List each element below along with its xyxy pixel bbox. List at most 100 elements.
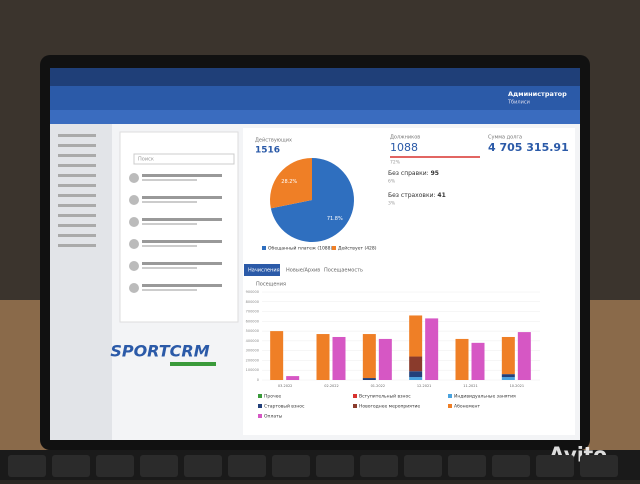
menu-item[interactable] — [58, 134, 96, 137]
bar-segment — [409, 377, 423, 380]
stat-line: Без справки: 95 — [388, 170, 439, 177]
tab[interactable]: Новые/Архив — [286, 268, 320, 274]
x-tick-label: 11.2021 — [463, 384, 477, 388]
tab[interactable]: Посещаемость — [324, 268, 363, 274]
key — [580, 455, 618, 477]
stat-label: Без страховки: — [388, 192, 436, 199]
bar-segment — [316, 334, 330, 380]
legend-label: Обещанный платеж (1088) — [268, 245, 333, 252]
client-row[interactable] — [142, 196, 222, 199]
y-tick-label: 100000 — [246, 368, 259, 372]
legend-swatch — [353, 404, 357, 408]
search-box[interactable] — [133, 153, 235, 165]
y-tick-label: 800000 — [246, 300, 259, 304]
client-row[interactable] — [142, 174, 222, 177]
menu-item[interactable] — [58, 164, 96, 167]
bar — [378, 338, 392, 380]
client-row[interactable] — [142, 284, 222, 287]
client-row[interactable] — [142, 218, 222, 221]
key — [52, 455, 90, 477]
bar-segment — [409, 356, 423, 372]
menu-item[interactable] — [58, 144, 96, 147]
bar-segment — [409, 371, 423, 378]
legend-label: Новогоднее мероприятие — [359, 404, 420, 410]
avatar — [129, 239, 139, 249]
key — [228, 455, 266, 477]
user-name[interactable]: Администратор — [508, 90, 567, 98]
avatar — [129, 173, 139, 183]
stat-value: 1516 — [255, 146, 280, 156]
bar — [286, 376, 300, 380]
menu-item[interactable] — [58, 184, 96, 187]
bar — [332, 336, 346, 380]
client-row-sub — [142, 223, 197, 225]
stat-value: 95 — [431, 170, 439, 177]
legend-swatch — [262, 246, 266, 250]
client-row-sub — [142, 267, 197, 269]
menu-item[interactable] — [58, 234, 96, 237]
key — [316, 455, 354, 477]
bar-segment — [501, 336, 515, 375]
client-row-sub — [142, 289, 197, 291]
tab[interactable]: Начисления — [248, 268, 280, 274]
chart-subtitle: Посещения — [256, 282, 286, 288]
key — [8, 455, 46, 477]
stat-value: 4 705 315.91 — [488, 141, 569, 154]
tab-active — [244, 264, 280, 276]
logo: SPORTCRM — [110, 342, 209, 361]
sidebar — [50, 124, 112, 440]
y-tick-label: 600000 — [246, 319, 259, 323]
bar-segment — [501, 374, 515, 378]
key — [184, 455, 222, 477]
bar-segment — [270, 331, 284, 380]
menu-item[interactable] — [58, 154, 96, 157]
menu-item[interactable] — [58, 194, 96, 197]
menu-item[interactable] — [58, 244, 96, 247]
stat-share: 72% — [390, 160, 401, 166]
app-header — [50, 86, 580, 110]
logo-underline — [170, 362, 216, 366]
bar-segment — [455, 338, 469, 380]
bar-segment — [362, 334, 376, 379]
pie-label: 71.8% — [327, 216, 343, 222]
menu-item[interactable] — [58, 204, 96, 207]
x-tick-label: 02.2022 — [324, 384, 338, 388]
legend-swatch — [258, 414, 262, 418]
stat-label: Без справки: — [388, 170, 429, 177]
y-tick-label: 900000 — [246, 290, 259, 294]
legend-label: Прочее — [264, 394, 281, 400]
menu-item[interactable] — [58, 224, 96, 227]
browser-bar — [50, 68, 580, 86]
menu-item[interactable] — [58, 214, 96, 217]
stat-share: 3% — [388, 201, 396, 207]
legend-swatch — [448, 394, 452, 398]
y-tick-label: 500000 — [246, 329, 259, 333]
stat-line: Без страховки: 41 — [388, 192, 446, 199]
y-tick-label: 0 — [257, 378, 259, 382]
client-row-sub — [142, 245, 197, 247]
key — [360, 455, 398, 477]
avatar — [129, 283, 139, 293]
bar — [471, 342, 485, 380]
search-placeholder: Поиск — [138, 157, 154, 163]
legend-label: Индивидуальные занятия — [454, 394, 516, 400]
x-tick-label: 10.2021 — [510, 384, 524, 388]
client-row-sub — [142, 201, 197, 203]
client-row[interactable] — [142, 262, 222, 265]
y-tick-label: 300000 — [246, 349, 259, 353]
stat-label: Должников — [390, 135, 420, 141]
key — [140, 455, 178, 477]
y-tick-label: 200000 — [246, 358, 259, 362]
key — [272, 455, 310, 477]
client-row[interactable] — [142, 240, 222, 243]
legend-label: Вступительный взнос — [359, 393, 411, 400]
menu-item[interactable] — [58, 174, 96, 177]
x-tick-label: 01.2022 — [371, 384, 385, 388]
y-tick-label: 400000 — [246, 339, 259, 343]
sub-header — [50, 110, 580, 124]
pie-slice — [270, 158, 354, 242]
key — [404, 455, 442, 477]
legend-swatch — [448, 404, 452, 408]
stat-value: 1088 — [390, 141, 418, 154]
